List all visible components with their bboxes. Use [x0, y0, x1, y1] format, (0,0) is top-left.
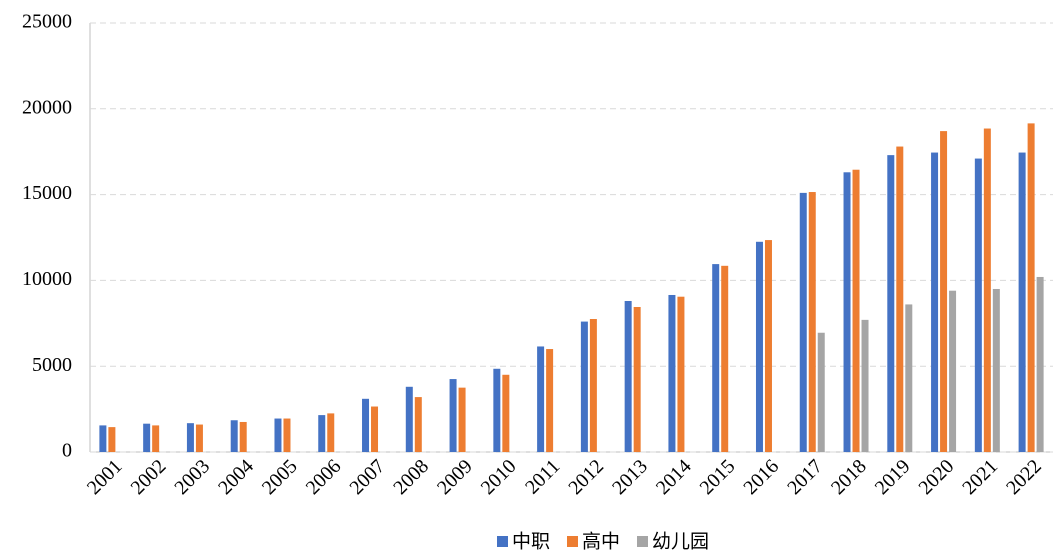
y-tick-label: 0	[62, 440, 72, 462]
y-tick-label: 5000	[32, 354, 72, 376]
bar	[143, 423, 151, 452]
bar	[493, 368, 501, 452]
bar	[371, 406, 379, 452]
bar	[905, 304, 913, 452]
bar	[537, 346, 545, 452]
bar	[668, 294, 676, 452]
x-tick-label: 2013	[608, 455, 652, 499]
bar	[992, 288, 1000, 452]
bar	[362, 398, 370, 452]
bar	[502, 374, 510, 452]
bar	[239, 421, 247, 452]
bar	[589, 319, 597, 452]
x-tick-label: 2006	[302, 455, 346, 499]
x-tick-label: 2014	[652, 455, 696, 499]
x-tick-label: 2002	[127, 455, 171, 499]
bar	[405, 386, 413, 452]
bar	[449, 379, 457, 452]
bar	[799, 192, 807, 452]
bar	[99, 425, 107, 452]
legend-swatch	[497, 536, 508, 547]
x-tick-label: 2015	[696, 455, 740, 499]
bar	[458, 387, 466, 452]
bar	[152, 425, 160, 452]
bar	[931, 152, 939, 453]
x-tick-label: 2003	[170, 455, 214, 499]
bar	[887, 155, 895, 452]
bar	[195, 424, 203, 452]
bar	[283, 418, 291, 452]
bar	[983, 128, 991, 452]
y-tick-label: 10000	[22, 268, 72, 290]
y-tick-label: 20000	[22, 96, 72, 118]
legend-swatch	[567, 536, 578, 547]
bar	[1018, 152, 1026, 453]
bar	[852, 169, 860, 452]
bar	[940, 131, 948, 452]
bar	[974, 158, 982, 452]
y-tick-label: 25000	[22, 11, 72, 33]
bar	[230, 420, 238, 452]
bar	[712, 264, 720, 452]
x-tick-label: 2009	[433, 455, 477, 499]
legend-label: 中职	[512, 531, 550, 553]
bar	[546, 349, 554, 452]
x-tick-label: 2005	[258, 455, 302, 499]
legend-swatch	[637, 536, 648, 547]
bar	[186, 423, 194, 452]
bar	[633, 306, 641, 452]
legend-label: 高中	[582, 531, 620, 553]
bar	[1027, 123, 1035, 453]
x-tick-label: 2012	[564, 455, 608, 499]
x-tick-label: 2001	[83, 455, 127, 499]
bar	[327, 413, 335, 452]
y-tick-label: 15000	[22, 182, 72, 204]
bar	[414, 397, 422, 452]
bar	[1036, 276, 1044, 452]
legend-label: 幼儿园	[652, 531, 709, 553]
bar	[843, 172, 851, 453]
bar	[896, 146, 904, 452]
x-tick-label: 2008	[389, 455, 433, 499]
x-tick-label: 2010	[477, 455, 521, 499]
x-tick-label: 2021	[958, 455, 1002, 499]
bar	[817, 332, 825, 452]
x-tick-label: 2018	[827, 455, 871, 499]
x-tick-label: 2022	[1002, 455, 1046, 499]
x-tick-label: 2016	[739, 455, 783, 499]
bar	[721, 265, 729, 452]
bar	[624, 300, 632, 452]
x-tick-label: 2020	[915, 455, 959, 499]
bar	[755, 241, 763, 452]
x-tick-label: 2017	[783, 455, 827, 499]
bar	[861, 319, 869, 452]
bar	[949, 290, 957, 452]
x-tick-label: 2004	[214, 455, 258, 499]
x-tick-label: 2019	[871, 455, 915, 499]
bar	[108, 427, 116, 452]
bar	[764, 240, 772, 452]
bar	[677, 296, 685, 452]
bar	[274, 418, 282, 452]
bar	[808, 192, 816, 452]
x-tick-label: 2011	[521, 455, 564, 498]
bar	[318, 415, 326, 452]
x-tick-label: 2007	[345, 455, 389, 499]
bar	[580, 321, 588, 452]
